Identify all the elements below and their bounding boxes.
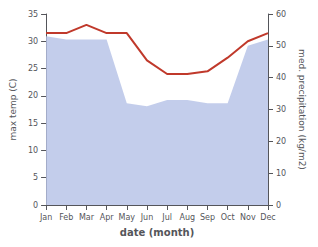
svg-text:Sep: Sep: [200, 213, 215, 222]
svg-text:20: 20: [28, 91, 38, 100]
svg-text:35: 35: [28, 10, 38, 19]
svg-text:10: 10: [28, 146, 38, 155]
svg-text:max temp (C): max temp (C): [8, 78, 18, 140]
svg-text:40: 40: [276, 73, 286, 82]
svg-text:May: May: [119, 213, 136, 222]
svg-text:30: 30: [276, 105, 286, 114]
svg-text:Aug: Aug: [179, 213, 195, 222]
svg-text:Apr: Apr: [100, 213, 115, 222]
svg-text:10: 10: [276, 169, 286, 178]
svg-text:0: 0: [276, 201, 281, 210]
svg-text:Mar: Mar: [79, 213, 95, 222]
svg-text:Feb: Feb: [59, 213, 73, 222]
svg-text:25: 25: [28, 64, 38, 73]
svg-text:Jul: Jul: [161, 213, 172, 222]
svg-text:date (month): date (month): [120, 227, 194, 238]
svg-text:Jun: Jun: [140, 213, 154, 222]
svg-text:Dec: Dec: [260, 213, 275, 222]
svg-text:5: 5: [33, 173, 38, 182]
svg-text:60: 60: [276, 10, 286, 19]
svg-text:med. precipitation (kg/m2): med. precipitation (kg/m2): [297, 49, 307, 170]
svg-text:Nov: Nov: [240, 213, 256, 222]
svg-text:15: 15: [28, 119, 38, 128]
svg-text:0: 0: [33, 201, 38, 210]
svg-text:50: 50: [276, 41, 286, 50]
svg-text:Jan: Jan: [39, 213, 52, 222]
svg-text:20: 20: [276, 137, 286, 146]
svg-text:Oct: Oct: [221, 213, 235, 222]
svg-text:30: 30: [28, 37, 38, 46]
